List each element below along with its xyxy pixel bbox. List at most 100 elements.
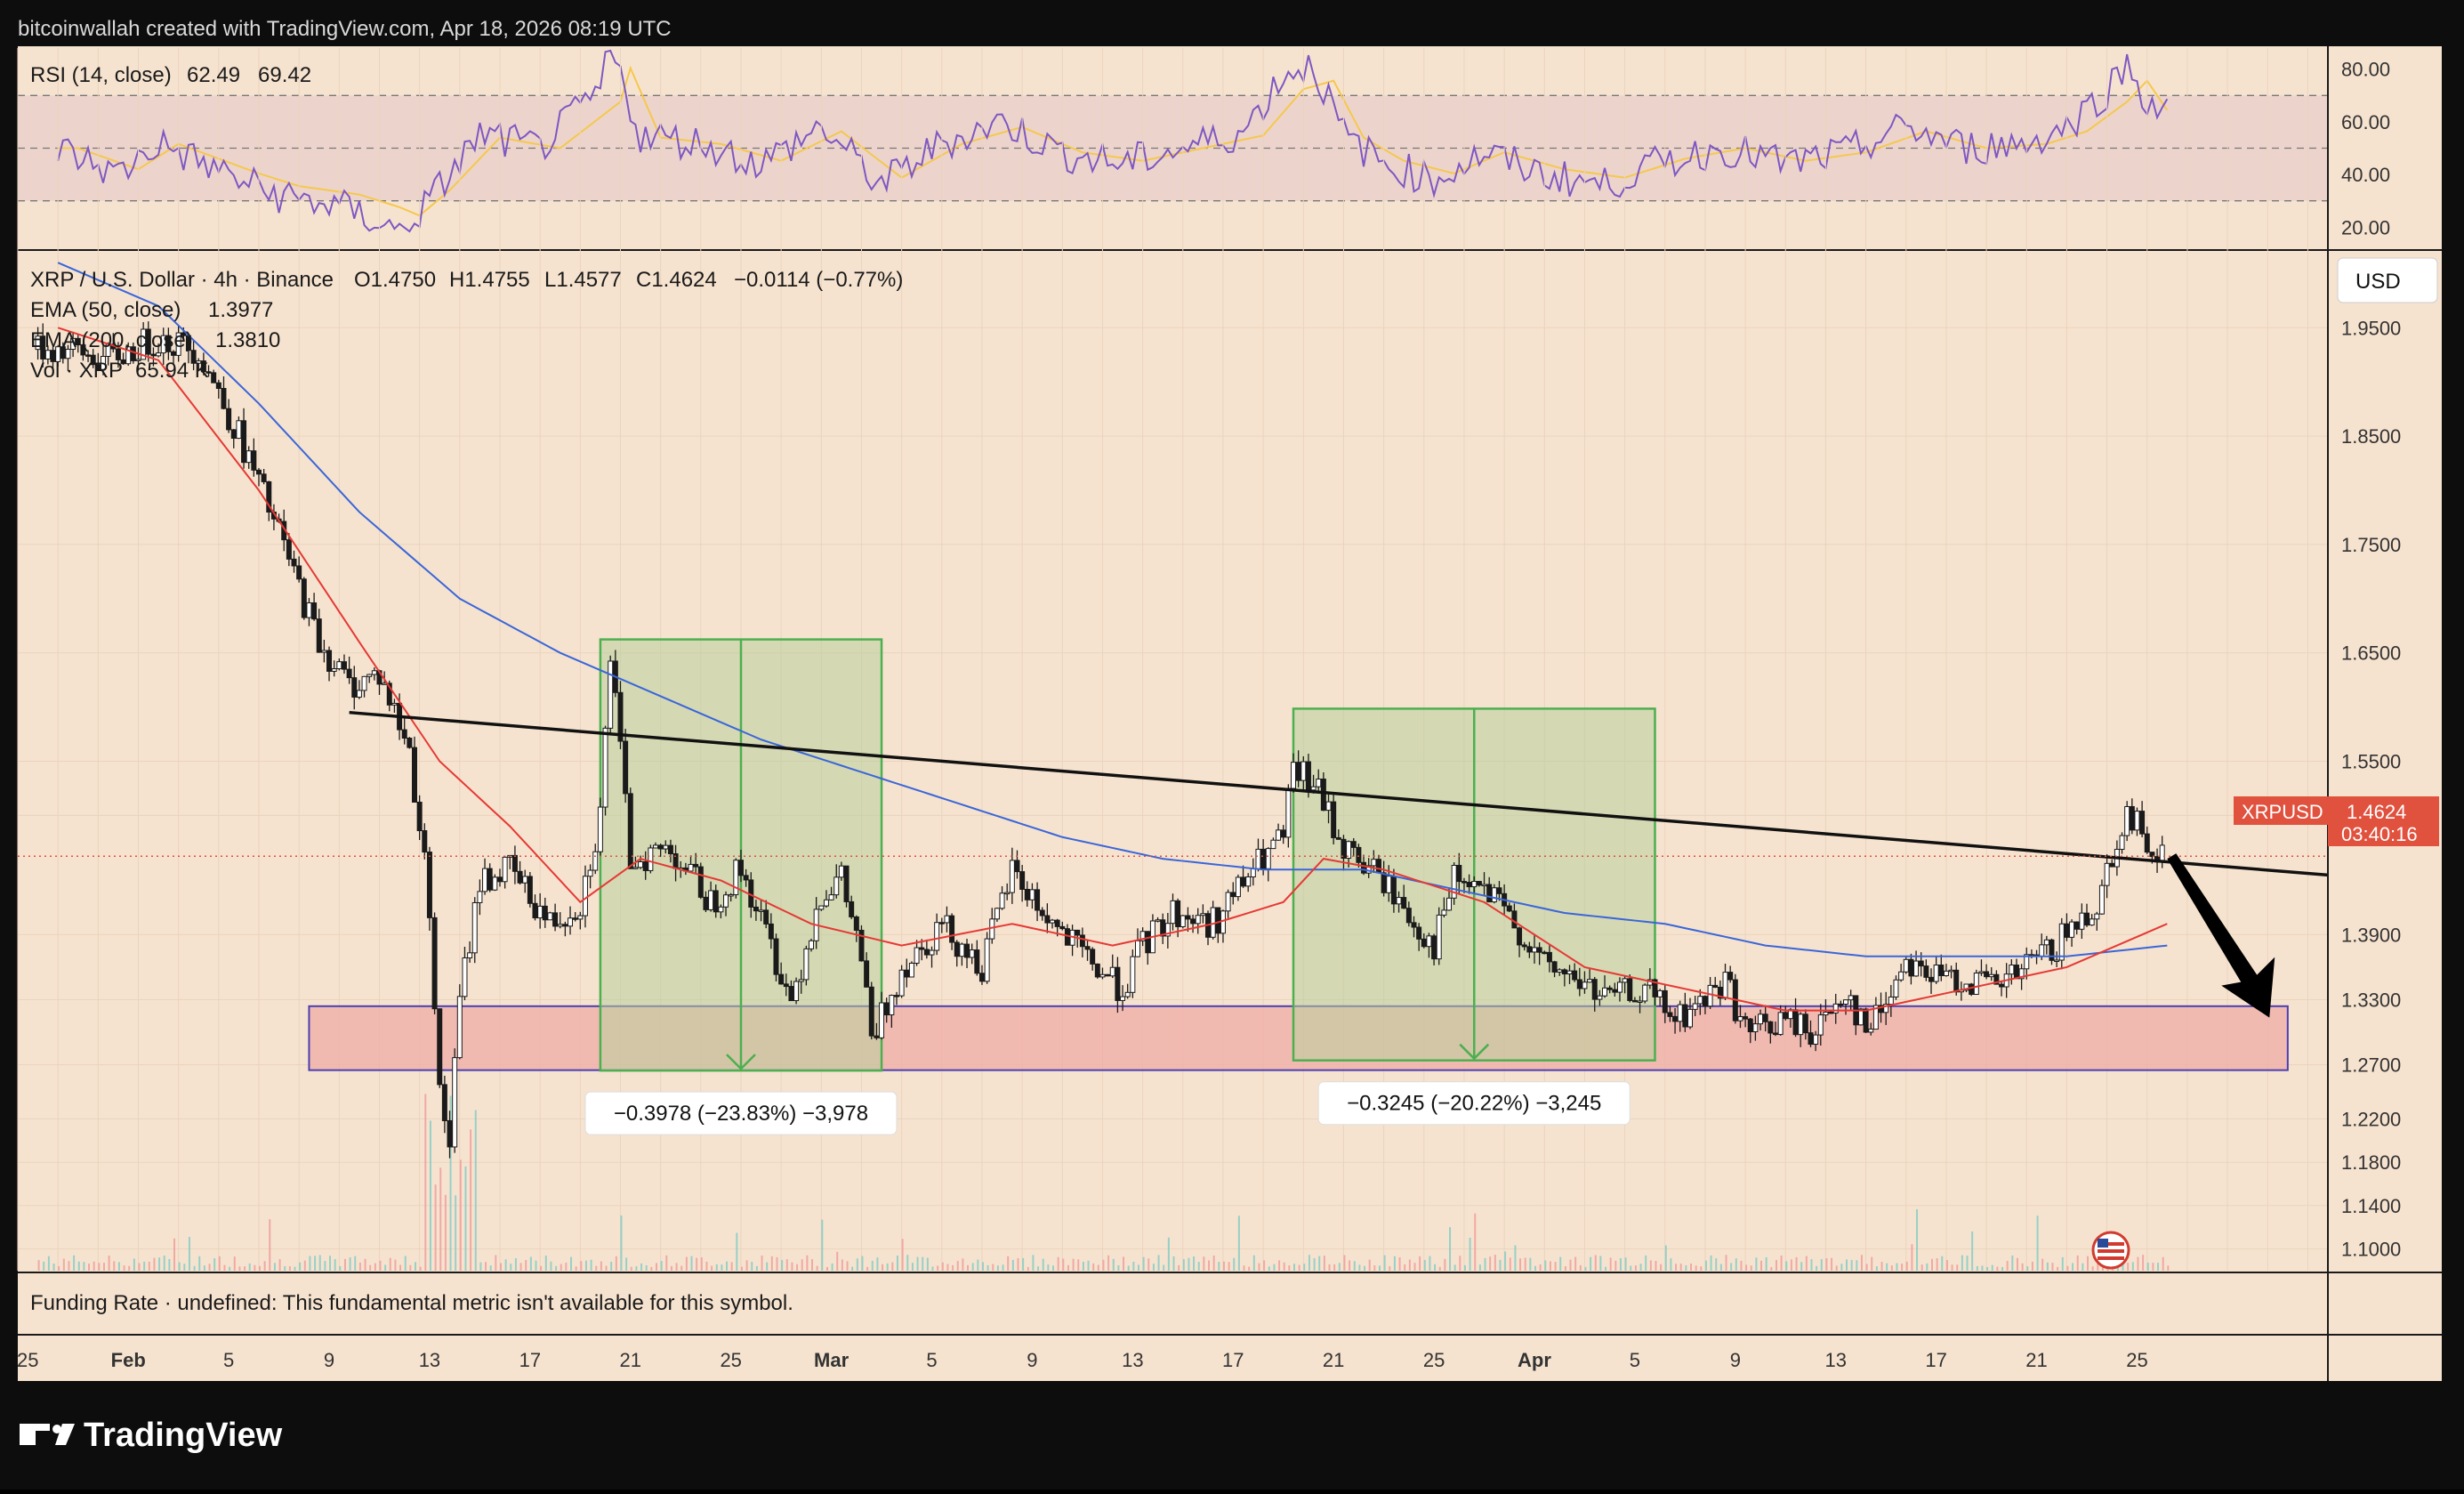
volume-bar: [1549, 1261, 1551, 1271]
price-tag-price: 1.4624: [2347, 801, 2406, 823]
volume-bar: [1017, 1257, 1019, 1271]
candle-body: [1331, 801, 1337, 838]
volume-bar: [1358, 1264, 1361, 1271]
candle-body: [994, 908, 1000, 920]
volume-bar: [1027, 1266, 1029, 1271]
candle-body: [1371, 859, 1377, 867]
candle-body: [879, 1002, 885, 1038]
time-tick-label: Mar: [814, 1349, 850, 1371]
volume-bar: [128, 1265, 131, 1271]
candle-body: [1009, 860, 1015, 893]
volume-bar: [229, 1266, 231, 1271]
candle-body: [1115, 966, 1121, 1001]
volume-bar: [1735, 1258, 1737, 1271]
volume-bar: [525, 1260, 527, 1271]
ohlc-high: H1.4755: [449, 268, 530, 292]
volume-bar: [1645, 1255, 1647, 1271]
ema200-label[interactable]: EMA (200, close): [30, 328, 193, 352]
candle-body: [1591, 979, 1598, 1000]
volume-bar: [1499, 1259, 1502, 1271]
candle-body: [1677, 1004, 1683, 1022]
candle-body: [587, 869, 593, 877]
volume-bar: [866, 1266, 869, 1271]
volume-bar: [354, 1256, 357, 1271]
us-flag-icon[interactable]: [2091, 1231, 2130, 1270]
candle-body: [788, 986, 794, 1002]
volume-bar: [996, 1265, 999, 1271]
volume-bar: [595, 1265, 598, 1271]
volume-bar: [655, 1263, 657, 1271]
volume-bar: [1408, 1259, 1411, 1271]
volume-bar: [1619, 1258, 1622, 1271]
volume-bar: [1865, 1264, 1868, 1271]
time-tick-label: 21: [1323, 1349, 1344, 1371]
candle-body: [1517, 927, 1523, 946]
candle-body: [60, 346, 66, 359]
volume-bar: [1308, 1255, 1310, 1271]
volume-bar: [584, 1260, 587, 1271]
currency-button[interactable]: USD: [2337, 257, 2438, 303]
candle-body: [1817, 1014, 1824, 1036]
vol-label[interactable]: Vol · XRP: [30, 359, 123, 383]
symbol-line[interactable]: XRP / U.S. Dollar · 4h · Binance: [30, 268, 334, 292]
candle-body: [1969, 983, 1975, 995]
rsi-panel[interactable]: 80.00 60.00 40.00 20.00: [18, 49, 2390, 238]
candle-body: [1587, 979, 1593, 983]
volume-bar: [193, 1265, 196, 1271]
candle-body: [934, 922, 940, 951]
volume-bar: [1087, 1260, 1090, 1271]
time-tick-label: 25: [2126, 1349, 2147, 1371]
volume-bar: [1981, 1265, 1984, 1271]
candle-body: [1240, 876, 1246, 887]
volume-bar: [1670, 1258, 1672, 1271]
volume-bar: [2137, 1256, 2139, 1271]
volume-bar: [1022, 1257, 1025, 1271]
volume-bar: [1237, 1215, 1240, 1271]
volume-bar: [700, 1257, 703, 1271]
candle-body: [1466, 882, 1472, 888]
volume-bar: [967, 1264, 970, 1271]
time-tick-label: 25: [720, 1349, 741, 1371]
candle-body: [923, 949, 930, 956]
volume-bar: [1740, 1260, 1743, 1271]
volume-bar: [102, 1263, 105, 1271]
volume-bar: [1463, 1264, 1466, 1271]
candle-body: [1250, 868, 1256, 877]
volume-bar: [58, 1265, 60, 1271]
price-panel[interactable]: −0.3978 (−23.83%) −3,978 −0.3245 (−20.22%…: [17, 48, 2401, 1371]
candle-body: [552, 912, 559, 927]
candle-body: [311, 602, 318, 620]
candle-body: [602, 727, 608, 808]
volume-bar: [1905, 1261, 1908, 1271]
candle-body: [1386, 876, 1392, 893]
candle-body: [326, 650, 333, 672]
volume-bar: [1704, 1260, 1707, 1271]
candle-body: [1350, 841, 1357, 848]
volume-bar: [1378, 1265, 1381, 1271]
volume-bar: [1393, 1256, 1396, 1271]
volume-bar: [2066, 1265, 2069, 1271]
volume-bar: [1453, 1264, 1456, 1271]
volume-bar: [896, 1256, 898, 1271]
candle-body: [2098, 884, 2105, 915]
volume-bar: [610, 1261, 613, 1271]
candle-body: [1335, 836, 1341, 840]
volume-bar: [1444, 1258, 1446, 1271]
volume-bar: [1228, 1262, 1230, 1271]
volume-bar: [1243, 1265, 1245, 1271]
candle-body: [1576, 979, 1582, 989]
volume-bar: [1182, 1259, 1185, 1271]
measure-arrow: [726, 1054, 756, 1070]
ema50-label[interactable]: EMA (50, close): [30, 298, 181, 322]
volume-bar: [1494, 1255, 1496, 1271]
tradingview-logo[interactable]: TradingView: [20, 1417, 283, 1454]
volume-bar: [1489, 1256, 1492, 1271]
candle-body: [1883, 1004, 1889, 1013]
candle-body: [70, 337, 76, 351]
candle-body: [1687, 1008, 1694, 1028]
candle-body: [697, 866, 704, 898]
candle-body: [1416, 926, 1422, 940]
candle-body: [1752, 1023, 1759, 1033]
candle-body: [1597, 995, 1603, 1000]
volume-bar: [1775, 1259, 1777, 1271]
